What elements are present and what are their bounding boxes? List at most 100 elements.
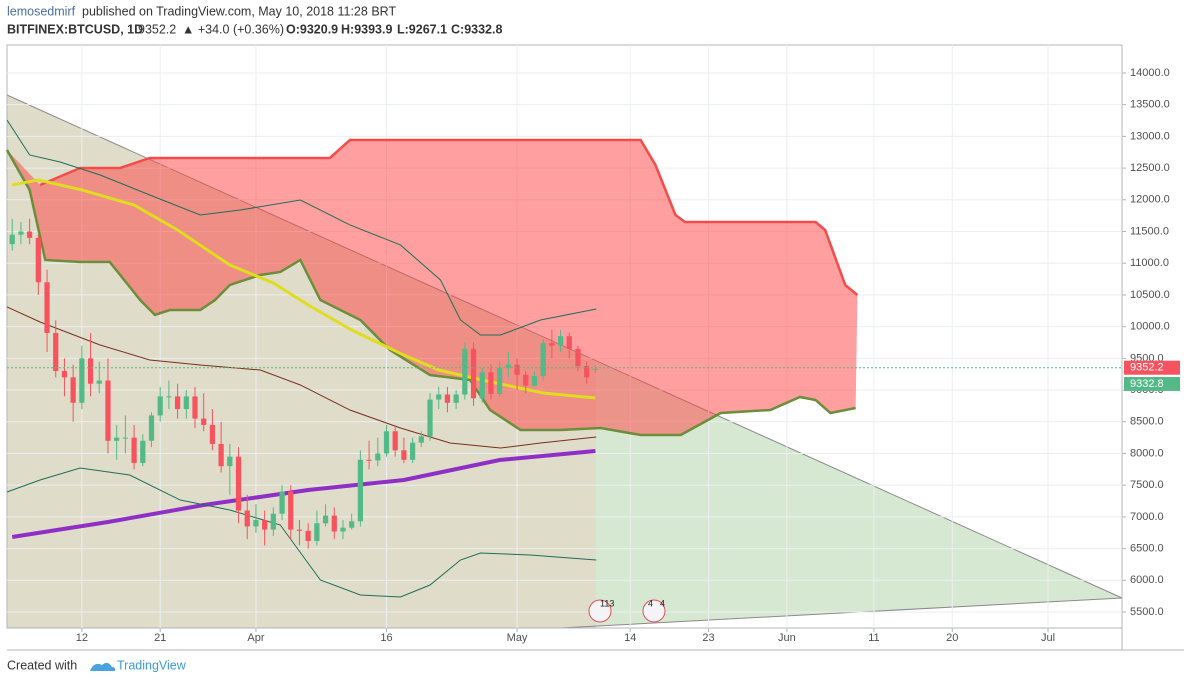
candle-body bbox=[70, 377, 76, 403]
candle-body bbox=[418, 436, 424, 443]
candle-body bbox=[549, 343, 555, 346]
price-tag bbox=[1124, 376, 1180, 391]
x-tick-label: 14 bbox=[624, 632, 636, 644]
y-tick-label: 11500.0 bbox=[1130, 225, 1169, 237]
candle-body bbox=[566, 336, 572, 349]
candle-body bbox=[322, 515, 329, 524]
candle-body bbox=[114, 437, 120, 441]
candle-body bbox=[584, 365, 590, 378]
candle-body bbox=[531, 376, 538, 386]
candle-body bbox=[540, 343, 546, 377]
y-tick-label: 8000.0 bbox=[1130, 447, 1164, 459]
indicator-line bbox=[6, 467, 597, 598]
candle-body bbox=[166, 396, 172, 398]
y-tick-label: 7500.0 bbox=[1130, 479, 1164, 491]
candle-body bbox=[122, 437, 128, 439]
y-tick-label: 12500.0 bbox=[1130, 162, 1170, 174]
candle-body bbox=[18, 231, 24, 235]
y-tick-label: 8500.0 bbox=[1130, 416, 1164, 428]
change: ▲ +34.0 (+0.36%) bbox=[182, 22, 284, 36]
price-tag bbox=[1124, 360, 1180, 375]
candle-body bbox=[27, 231, 33, 238]
candle-body bbox=[131, 437, 137, 463]
candle-body bbox=[235, 456, 242, 511]
symbol: BITFINEX:BTCUSD, 1D bbox=[7, 22, 143, 36]
price-tag-label: 9332.8 bbox=[1130, 378, 1164, 390]
candle-body bbox=[87, 358, 94, 384]
candle-body bbox=[53, 332, 59, 372]
overlays bbox=[5, 119, 859, 598]
y-tick-label: 6500.0 bbox=[1130, 543, 1164, 555]
x-tick-label: 12 bbox=[76, 632, 88, 644]
candle-body bbox=[227, 456, 233, 467]
y-tick-label: 12000.0 bbox=[1130, 194, 1170, 206]
candle-body bbox=[575, 348, 581, 366]
y-tick-label: 6000.0 bbox=[1130, 574, 1164, 586]
candle-body bbox=[401, 450, 407, 460]
x-tick-label: 21 bbox=[154, 632, 166, 644]
candle-body bbox=[444, 394, 451, 403]
candle-body bbox=[331, 515, 337, 532]
candle-body bbox=[140, 440, 146, 463]
candle-body bbox=[375, 453, 381, 461]
y-tick-label: 10500.0 bbox=[1130, 289, 1170, 301]
candle-body bbox=[427, 399, 433, 437]
candle-body bbox=[392, 431, 398, 451]
candle-body bbox=[436, 394, 442, 400]
candle-body bbox=[296, 529, 303, 531]
candle-body bbox=[201, 418, 207, 425]
candle-body bbox=[349, 521, 355, 528]
candle-body bbox=[288, 491, 294, 530]
candle-body bbox=[148, 415, 155, 441]
y-tick-label: 7000.0 bbox=[1130, 511, 1164, 523]
ohlc-low: L:9267.1 bbox=[397, 22, 447, 36]
price-tag-label: 9352.2 bbox=[1130, 362, 1164, 374]
candle-body bbox=[262, 520, 268, 530]
author: lemosedmirf bbox=[7, 4, 76, 18]
indicator-line bbox=[11, 449, 596, 539]
x-tick-label: 20 bbox=[946, 632, 958, 644]
y-tick-label: 13000.0 bbox=[1130, 130, 1170, 142]
cloud-upper bbox=[39, 138, 859, 296]
y-tick-label: 5500.0 bbox=[1130, 606, 1164, 618]
y-tick-label: 14000.0 bbox=[1130, 67, 1170, 79]
candle-body bbox=[314, 523, 320, 541]
event-badge bbox=[642, 599, 666, 623]
last-price: 9352.2 bbox=[138, 22, 176, 36]
candle-body bbox=[192, 396, 198, 419]
y-tick-label: 11000.0 bbox=[1130, 257, 1169, 269]
candle-body bbox=[523, 374, 529, 386]
trendline bbox=[559, 597, 1123, 629]
x-tick-label: 16 bbox=[380, 632, 392, 644]
candle-body bbox=[9, 234, 15, 245]
event-count: 4 bbox=[648, 598, 653, 608]
event-count: 4 bbox=[660, 598, 665, 608]
candle-body bbox=[44, 282, 50, 333]
footer-brand[interactable]: TradingView bbox=[117, 658, 187, 672]
candle-body bbox=[340, 527, 346, 532]
event-badge bbox=[588, 599, 612, 623]
candle-body bbox=[557, 336, 564, 346]
ohlc-high: H:9393.9 bbox=[341, 22, 392, 36]
candle-body bbox=[157, 396, 163, 416]
y-tick-label: 10000.0 bbox=[1130, 321, 1170, 333]
ohlc-close: C:9332.8 bbox=[451, 22, 502, 36]
candle-body bbox=[61, 371, 68, 378]
candle-body bbox=[174, 396, 181, 410]
indicator-line bbox=[6, 119, 597, 336]
candle-body bbox=[305, 530, 311, 541]
y-tick-label: 13500.0 bbox=[1130, 99, 1170, 111]
candle-body bbox=[497, 367, 503, 394]
candle-body bbox=[505, 364, 511, 368]
candle-body bbox=[209, 424, 216, 444]
candle-body bbox=[366, 459, 372, 461]
x-tick-label: May bbox=[507, 632, 528, 644]
candle-body bbox=[357, 459, 363, 522]
candle-body bbox=[279, 491, 285, 514]
candle-body bbox=[218, 443, 224, 467]
x-tick-label: 23 bbox=[702, 632, 714, 644]
cloud-area bbox=[7, 139, 858, 436]
candle-body bbox=[462, 348, 468, 395]
footer-created: Created with bbox=[7, 658, 77, 672]
